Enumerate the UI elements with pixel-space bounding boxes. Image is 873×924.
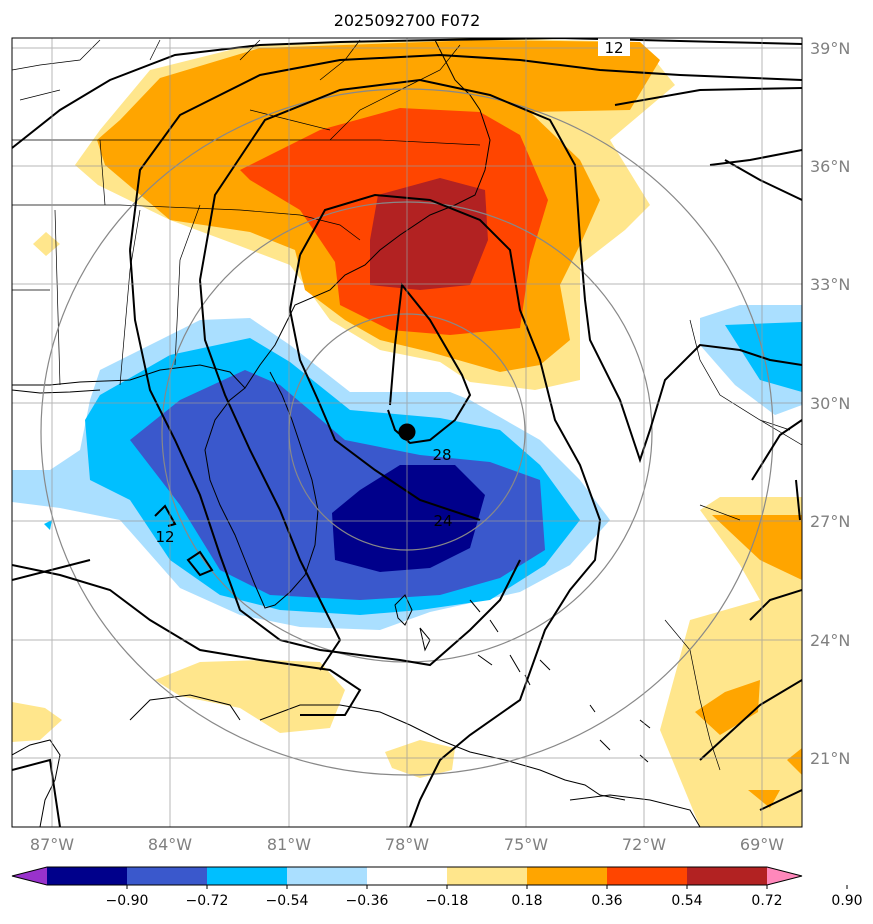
colorbar-extension-max [767,867,802,885]
plot-frame [11,37,803,828]
colorbar-extension-min [12,867,47,885]
contour-east-right [699,419,802,811]
lat-label: 27°N [810,512,850,531]
lat-label: 24°N [810,631,850,650]
positive-anomaly-east-0.18 [660,497,802,827]
florida-peninsula [204,371,319,609]
colorbar-segment [47,867,128,885]
lat-label: 21°N [810,749,850,768]
lat-label: 36°N [810,157,850,176]
us-east-coastline [12,39,491,389]
colorbar-segment [527,867,608,885]
lon-label: 78°W [385,835,429,854]
cuba-coast [259,704,626,801]
colorbar-segment [447,867,528,885]
lat-label: 39°N [810,39,850,58]
western-states [12,39,101,386]
positive-anomaly-gulf [155,660,345,733]
colorbar-tick-label: 0.18 [511,893,542,909]
yucatan-coast [12,694,241,827]
positive-anomaly-west-dot [33,232,60,256]
colorbar-segment [367,867,448,885]
colorbar-tick-label: 0.72 [751,893,782,909]
positive-anomaly-east-d [787,748,802,775]
colorbar-tick-label: 0.36 [591,893,622,909]
contour-12-small [186,550,214,577]
contour-label-24: 24 [433,512,452,530]
negative-anomaly-0.72 [332,465,485,572]
positive-anomaly-east-b [695,680,760,735]
figure-title: 2025092700 F072 [334,11,481,30]
lon-label: 69°W [740,835,784,854]
storm-center-marker [398,423,416,441]
contour-20 [199,78,802,671]
contour-12 [12,38,802,716]
colorbar: −0.90 −0.72 −0.54 −0.36 −0.18 0.18 0.36 0.54 0.7… [11,866,863,909]
lat-axis-labels: 39°N 36°N 33°N 30°N 27°N 24°N 21°N [810,39,850,768]
positive-anomaly-0.72 [370,178,488,290]
positive-anomaly-cuba [385,740,455,778]
lat-label: 30°N [810,394,850,413]
colorbar-tick-label: 0.54 [671,893,702,909]
colorbar-segment [607,867,688,885]
colorbar-tick-label: −0.18 [426,893,469,909]
lat-label: 33°N [810,275,850,294]
lon-axis-labels: 87°W 84°W 81°W 78°W 75°W 72°W 69°W [30,835,784,854]
lon-label: 75°W [504,835,548,854]
east-sea-boundary [664,319,802,771]
lon-label: 84°W [148,835,192,854]
colorbar-segment [207,867,288,885]
colorbar-segment [687,867,768,885]
map-plot-area: 12 28 24 12 [12,38,802,827]
gulf-coastline [12,389,101,394]
positive-anomaly-west-bottom [12,702,62,742]
colorbar-tick-label: −0.90 [106,893,149,909]
negative-anomaly-west-dot [44,520,52,530]
colorbar-tick-label: −0.36 [346,893,389,909]
contour-24 [288,193,602,827]
contour-west-low [12,559,91,827]
colorbar-segment [127,867,208,885]
positive-anomaly-east-0.36 [712,515,802,580]
contour-label-12-top: 12 [604,39,623,57]
colorbar-tick-label: −0.72 [186,893,229,909]
contour-east-upper [614,87,802,201]
lon-label: 81°W [267,835,311,854]
lon-label: 72°W [622,835,666,854]
colorbar-tick-label: −0.54 [266,893,309,909]
contour-label-bg [598,38,630,56]
colorbar-tick-label: 0.90 [831,893,862,909]
contour-label-28: 28 [432,446,451,464]
lon-label: 87°W [30,835,74,854]
colorbar-segment [287,867,368,885]
contour-label-12-west: 12 [155,528,174,546]
